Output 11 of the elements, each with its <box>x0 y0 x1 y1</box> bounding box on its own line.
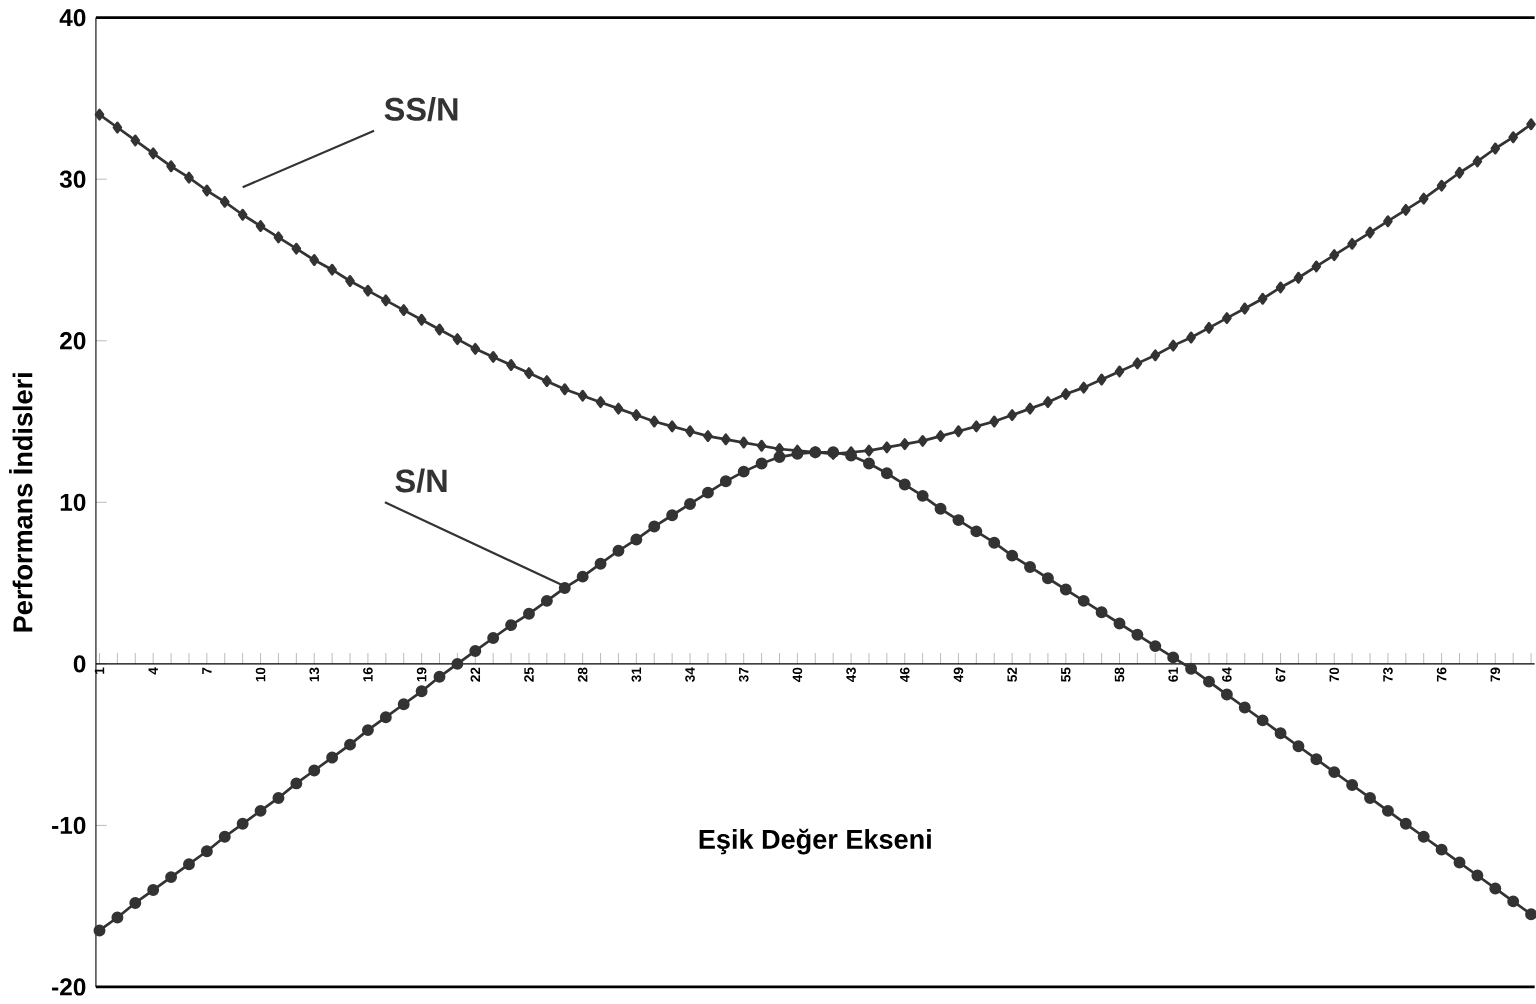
text: S/N <box>395 468 447 493</box>
text: SS/N <box>384 96 458 121</box>
y-tick-label: 30 <box>59 170 86 188</box>
y-tick-label: 10 <box>60 493 86 511</box>
y-tick-label: 40 <box>59 8 86 26</box>
y-tick-label: 0 <box>73 654 86 673</box>
y-tick-label: 20 <box>60 331 86 350</box>
y-axis-title: Performans İndisleri <box>9 372 33 632</box>
y-tick-label: -20 <box>52 978 86 996</box>
x-axis-title: Eşik Değer Ekseni <box>699 828 931 855</box>
y-tick-label: -10 <box>52 816 86 834</box>
